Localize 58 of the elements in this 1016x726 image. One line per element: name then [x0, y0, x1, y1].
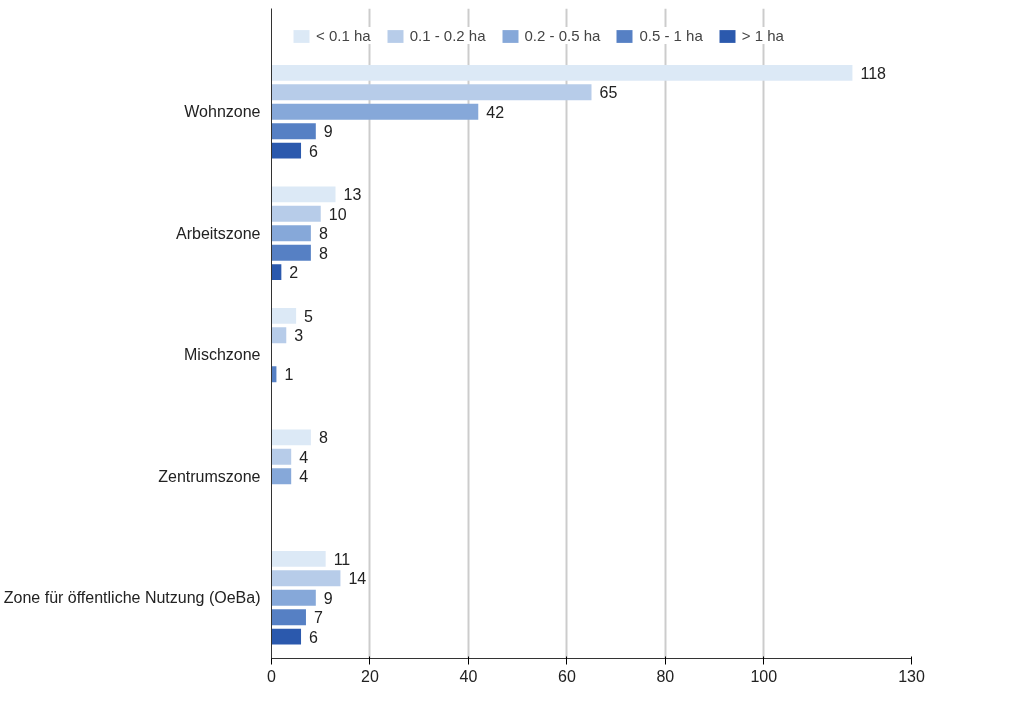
- data-label: 2: [289, 264, 299, 282]
- data-label: 8: [318, 244, 328, 262]
- x-tick-label: 100: [750, 667, 778, 685]
- y-tick-label: Arbeitszone: [176, 224, 261, 242]
- data-label: 8: [318, 429, 328, 447]
- y-tick-label: Zone für öffentliche Nutzung (OeBa): [3, 589, 261, 607]
- data-label: 10: [328, 205, 347, 223]
- bar: [271, 244, 311, 261]
- legend-label: < 0.1 ha: [316, 27, 371, 44]
- data-label: 118: [860, 64, 887, 82]
- y-tick-label: Wohnzone: [184, 103, 261, 121]
- bar: [271, 264, 282, 281]
- bar: [271, 103, 479, 120]
- bar: [271, 609, 306, 626]
- bar: [271, 64, 853, 81]
- bar: [271, 448, 292, 465]
- data-label: 14: [348, 570, 367, 588]
- data-label: 42: [486, 103, 505, 121]
- bar: [271, 468, 292, 485]
- data-label: 11: [333, 550, 351, 568]
- bar: [271, 589, 316, 606]
- data-label: 4: [299, 448, 309, 466]
- bar: [271, 550, 326, 567]
- data-label: 3: [294, 327, 304, 345]
- data-label: 6: [309, 628, 319, 646]
- x-tick-label: 20: [361, 667, 379, 685]
- y-tick-label: Zentrumszone: [158, 467, 261, 485]
- data-label: 4: [299, 468, 309, 486]
- legend-label: 0.1 - 0.2 ha: [409, 27, 486, 44]
- legend-label: 0.2 - 0.5 ha: [524, 27, 601, 44]
- bar: [271, 123, 316, 140]
- data-label: 1: [284, 366, 294, 384]
- data-label: 13: [343, 186, 362, 204]
- x-tick-label: 40: [459, 667, 478, 685]
- bar: [271, 205, 321, 222]
- bar: [271, 225, 311, 242]
- x-tick-label: 130: [898, 667, 925, 685]
- y-tick-label: Mischzone: [184, 346, 261, 364]
- data-label: 65: [599, 84, 618, 102]
- data-label: 6: [309, 142, 319, 160]
- x-tick-label: 80: [656, 667, 675, 685]
- data-label: 9: [323, 123, 333, 141]
- bar: [271, 84, 592, 101]
- data-label: 8: [318, 225, 328, 243]
- legend-label: 0.5 - 1 ha: [639, 27, 703, 44]
- data-label: 9: [323, 589, 333, 607]
- bar: [271, 186, 336, 203]
- bar: [271, 142, 302, 159]
- bar: [271, 327, 287, 344]
- bar: [271, 570, 341, 587]
- bar: [271, 429, 311, 446]
- x-tick-label: 0: [267, 667, 277, 685]
- bar: [271, 628, 302, 645]
- data-label: 7: [313, 609, 323, 627]
- x-tick-label: 60: [557, 667, 576, 685]
- legend-label: > 1 ha: [741, 27, 784, 44]
- bar: [271, 307, 297, 324]
- data-label: 5: [304, 307, 314, 325]
